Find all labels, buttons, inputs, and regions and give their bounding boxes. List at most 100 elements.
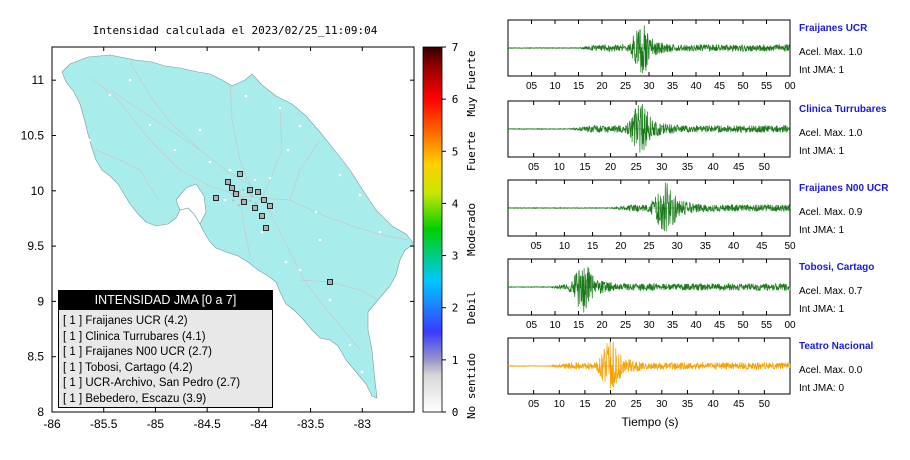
cluster-dot — [259, 197, 262, 201]
colorbar-labels: No sentido Debil Moderado Fuerte Muy Fuerte — [465, 50, 478, 419]
time-tick-label: 50 — [759, 162, 771, 173]
city-dot — [128, 78, 132, 82]
time-tick-label: 20 — [615, 241, 627, 252]
cluster-dot — [232, 199, 235, 202]
station-jma: Int JMA: 1 — [799, 65, 845, 76]
time-tick-label: 30 — [643, 320, 655, 331]
time-tick-label: 30 — [656, 399, 668, 410]
road — [299, 279, 379, 301]
time-tick-label: 15 — [579, 162, 591, 173]
time-tick-label: 05 — [526, 320, 538, 331]
time-axis: 05 10 15 20 25 30 35 40 45 50 — [528, 101, 770, 173]
time-tick-label: 40 — [708, 162, 720, 173]
colorbar-tick-label: 6 — [452, 93, 459, 106]
time-tick-label: 30 — [643, 81, 655, 92]
road — [95, 149, 159, 201]
city-dot — [223, 198, 227, 202]
seismogram-panel: 05 10 15 20 25 30 35 40 45 50 — [507, 179, 796, 252]
station-jma: Int JMA: 1 — [799, 146, 845, 157]
colorbar-tick-label: 7 — [452, 41, 459, 54]
road — [261, 109, 283, 199]
map-y-tick-label: 9.5 — [27, 239, 44, 253]
time-tick-label: 50 — [759, 399, 771, 410]
seismogram-panel: 05 10 15 20 25 30 35 40 45 50 — [507, 100, 791, 173]
station-marker — [225, 179, 231, 185]
city-dot — [198, 128, 202, 132]
colorbar-label: No sentido — [465, 353, 478, 419]
station-marker — [229, 185, 235, 191]
station-jma: Int JMA: 1 — [799, 225, 845, 236]
time-tick-label: 25 — [620, 320, 632, 331]
station-jma: Int JMA: 0 — [799, 383, 845, 394]
map-x-tick-label: -85 — [147, 417, 165, 431]
waveform — [507, 182, 791, 232]
road — [229, 83, 251, 187]
map-y-axis: 11 10.5 10 9.5 9 8.5 8 — [21, 73, 414, 419]
time-tick-label: 50 — [784, 241, 796, 252]
map-y-tick-label: 11 — [32, 73, 45, 87]
station-marker — [261, 197, 267, 203]
time-tick-label: 25 — [631, 399, 643, 410]
time-tick-label: 55 — [761, 320, 773, 331]
time-tick-label: 15 — [587, 241, 599, 252]
time-tick-label: 30 — [656, 162, 668, 173]
map-x-tick-label: -86 — [43, 417, 61, 431]
time-tick-label: 10 — [559, 241, 571, 252]
seismogram-panel: 05 10 15 20 25 30 35 40 45 50 55 00 — [507, 19, 796, 92]
time-tick-label: 20 — [596, 320, 608, 331]
waveform — [507, 340, 791, 389]
time-tick-label: 45 — [733, 162, 745, 173]
city-dot — [244, 94, 248, 98]
city-dot — [108, 93, 112, 97]
time-tick-label: 40 — [690, 320, 702, 331]
time-axis-title: Tiempo (s) — [621, 415, 679, 429]
station-marker — [241, 199, 247, 205]
station-marker — [237, 171, 243, 177]
colorbar-tick-label: 2 — [452, 302, 459, 315]
road — [289, 139, 321, 201]
city-dot — [328, 298, 332, 302]
city-dot — [378, 230, 382, 234]
colorbar-label: Muy Fuerte — [465, 50, 478, 116]
time-tick-label: 10 — [549, 320, 561, 331]
time-tick-label: 55 — [761, 81, 773, 92]
station-name: Tobosi, Cartago — [799, 262, 875, 273]
time-tick-label: 05 — [528, 399, 540, 410]
time-tick-label: 45 — [756, 241, 768, 252]
land-polygon — [61, 54, 415, 399]
legend-item: [ 1 ] UCR-Archivo, San Pedro (2.7) — [63, 377, 241, 389]
time-tick-label: 00 — [784, 81, 796, 92]
city-dot — [88, 138, 92, 142]
city-dots — [88, 78, 382, 374]
time-tick-label: 45 — [733, 399, 745, 410]
map-y-tick-label: 8.5 — [27, 350, 44, 364]
time-tick-label: 00 — [784, 320, 796, 331]
time-tick-label: 10 — [549, 81, 561, 92]
seismogram-panel: 05 10 15 20 25 30 35 40 45 50 — [507, 337, 791, 410]
station-name: Clinica Turrubares — [799, 104, 887, 115]
time-tick-label: 35 — [682, 399, 694, 410]
colorbar-label: Fuerte — [465, 131, 478, 171]
station-jma: Int JMA: 1 — [799, 304, 845, 315]
intensity-colorbar: 0 1 2 3 4 5 6 7 No sentido Debil Moderado Fuerte Mu… — [422, 41, 478, 419]
time-tick-label: 15 — [579, 399, 591, 410]
city-dot — [298, 124, 302, 128]
map-title: Intensidad calculada el 2023/02/25_11:09… — [92, 24, 378, 37]
waveform — [507, 266, 791, 313]
station-accel: Acel. Max. 0.9 — [799, 207, 863, 218]
legend-item: [ 1 ] Tobosi, Cartago (4.2) — [63, 361, 193, 374]
time-tick-label: 05 — [531, 241, 543, 252]
road — [109, 89, 201, 151]
map-x-tick-label: -83.5 — [297, 417, 325, 431]
legend-item: [ 1 ] Bebedero, Escazu (3.9) — [63, 392, 207, 405]
city-dot — [278, 106, 282, 110]
station-accel: Acel. Max. 1.0 — [799, 47, 863, 58]
station-name: Fraijanes N00 UCR — [799, 183, 889, 194]
station-marker — [327, 279, 333, 285]
station-name: Fraijanes UCR — [799, 23, 868, 34]
station-marker — [263, 225, 269, 231]
time-tick-label: 20 — [596, 81, 608, 92]
colorbar-tick-label: 4 — [452, 197, 459, 210]
time-tick-label: 35 — [667, 320, 679, 331]
time-tick-label: 35 — [682, 162, 694, 173]
